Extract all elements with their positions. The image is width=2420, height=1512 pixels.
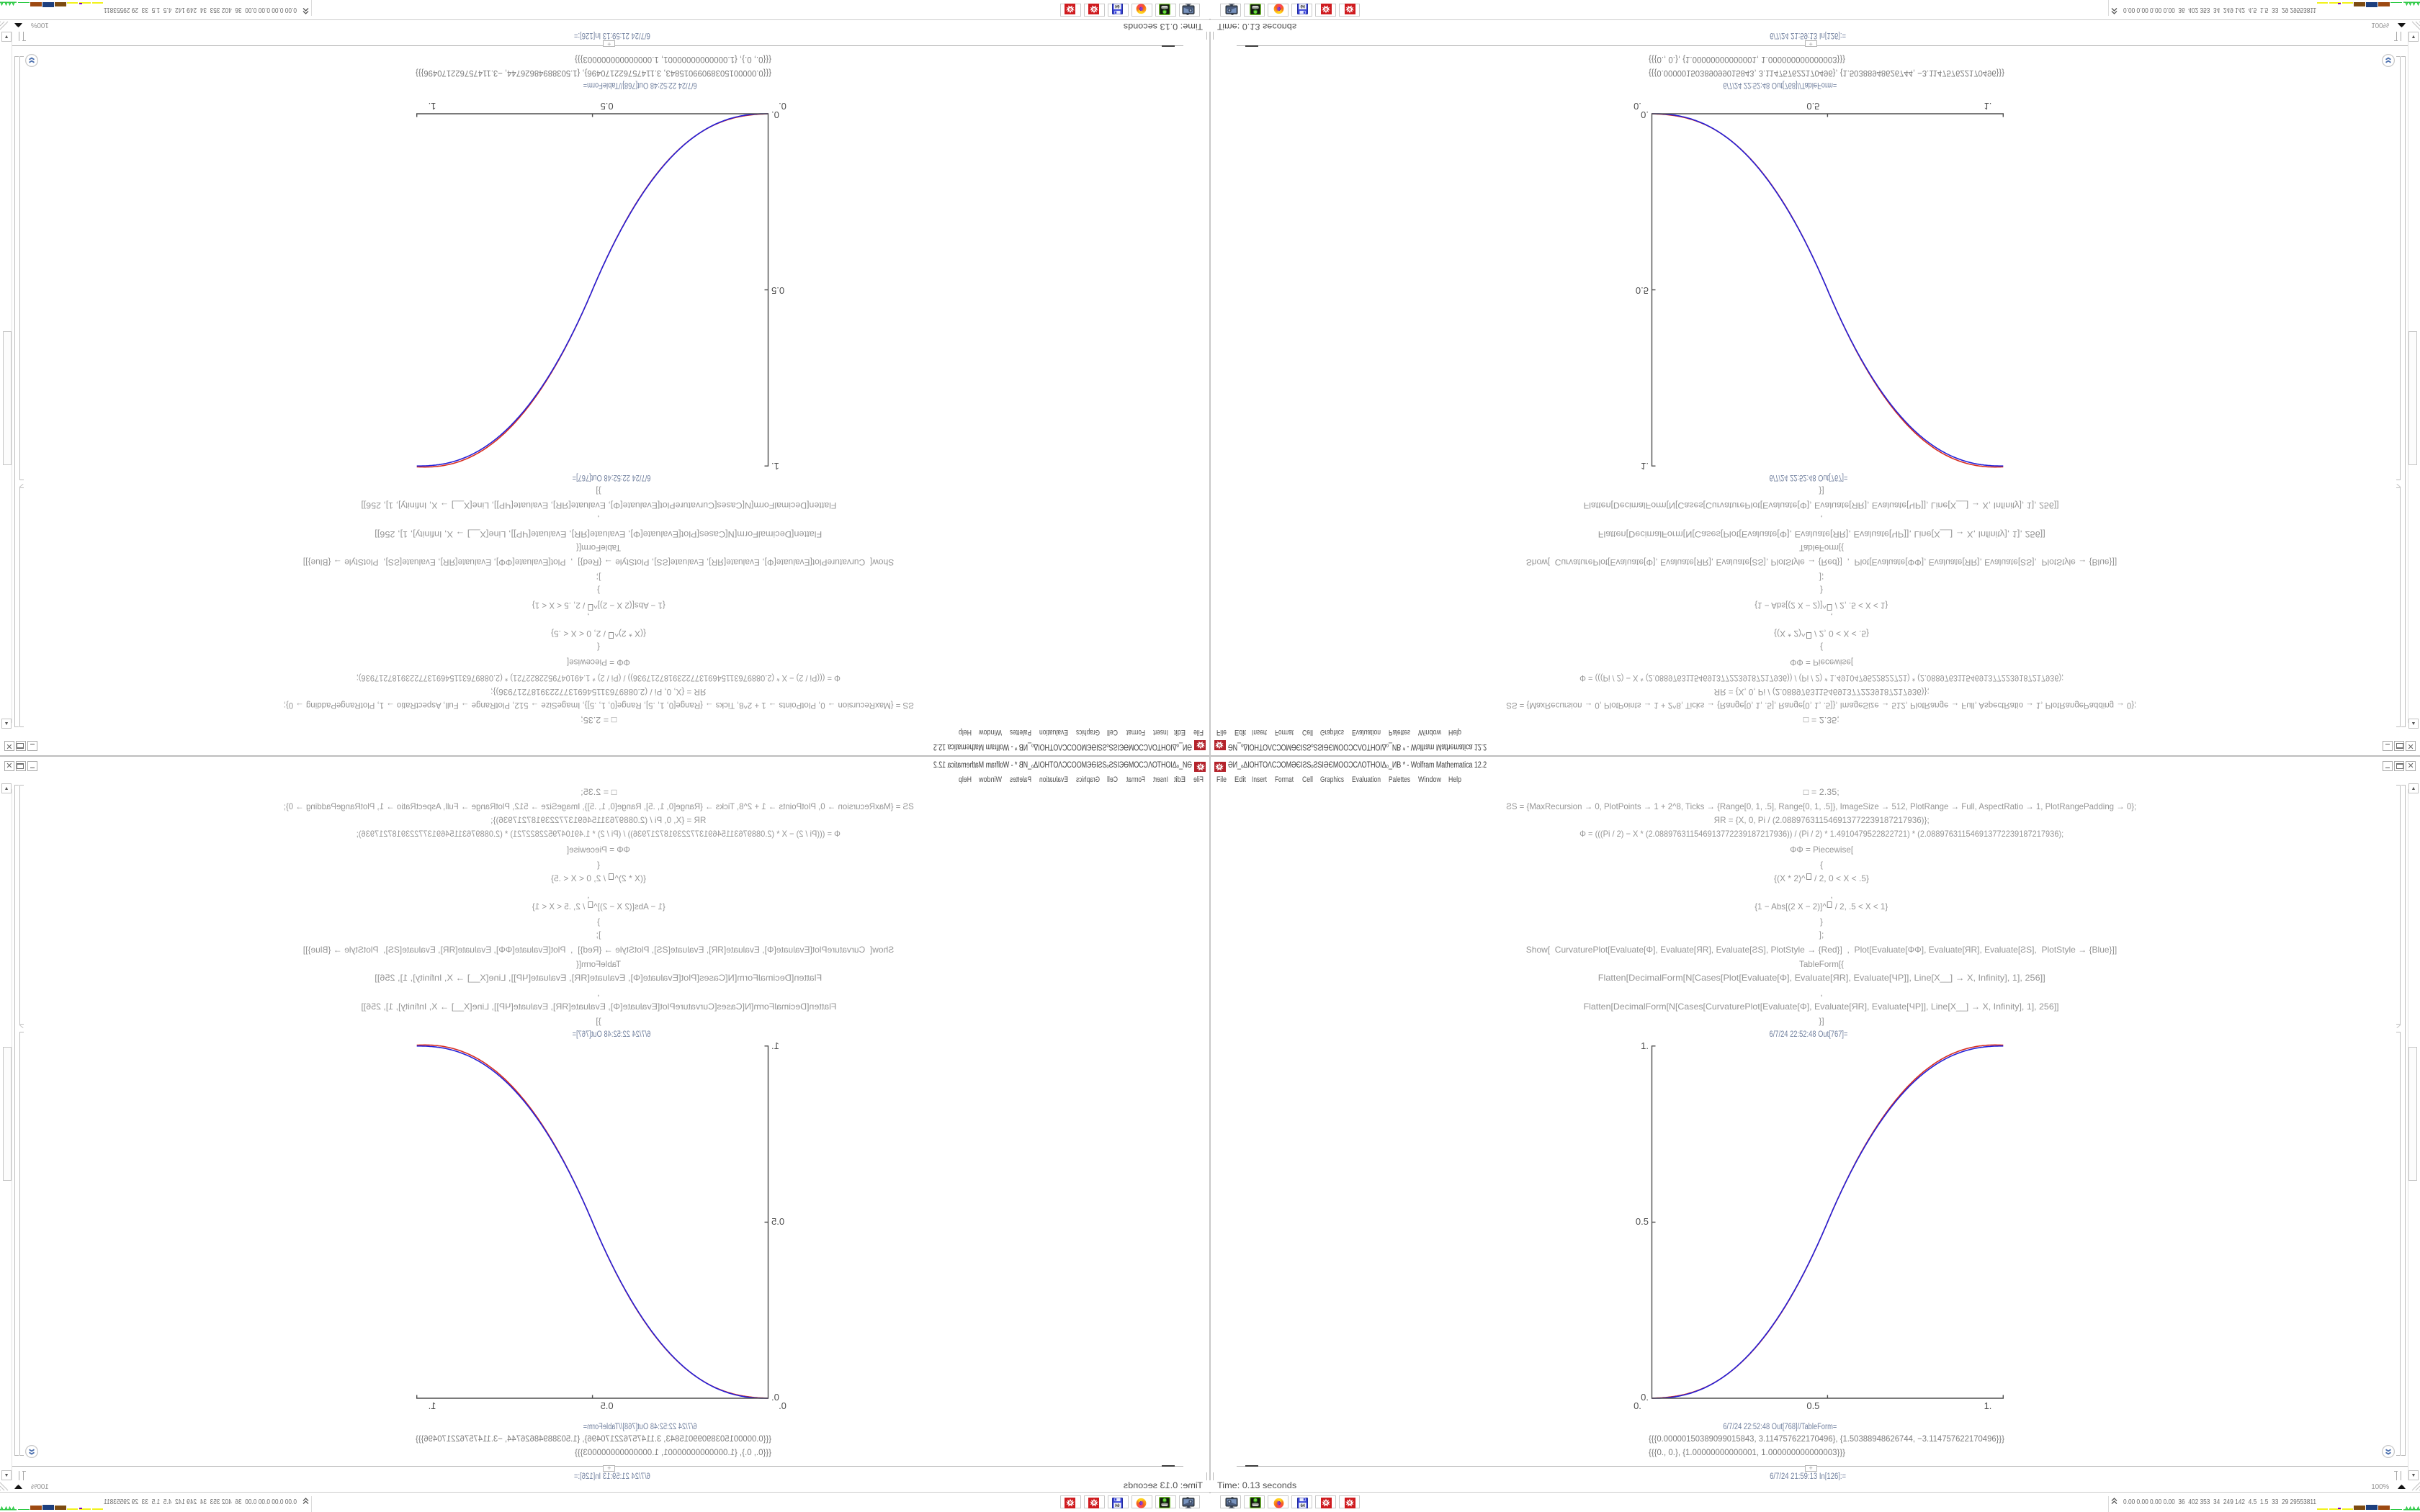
- svg-text:64: 64: [1301, 4, 1306, 9]
- svg-text:64: 64: [1115, 1503, 1120, 1508]
- svg-text:64: 64: [1301, 1503, 1306, 1508]
- svg-text:64: 64: [1115, 4, 1120, 9]
